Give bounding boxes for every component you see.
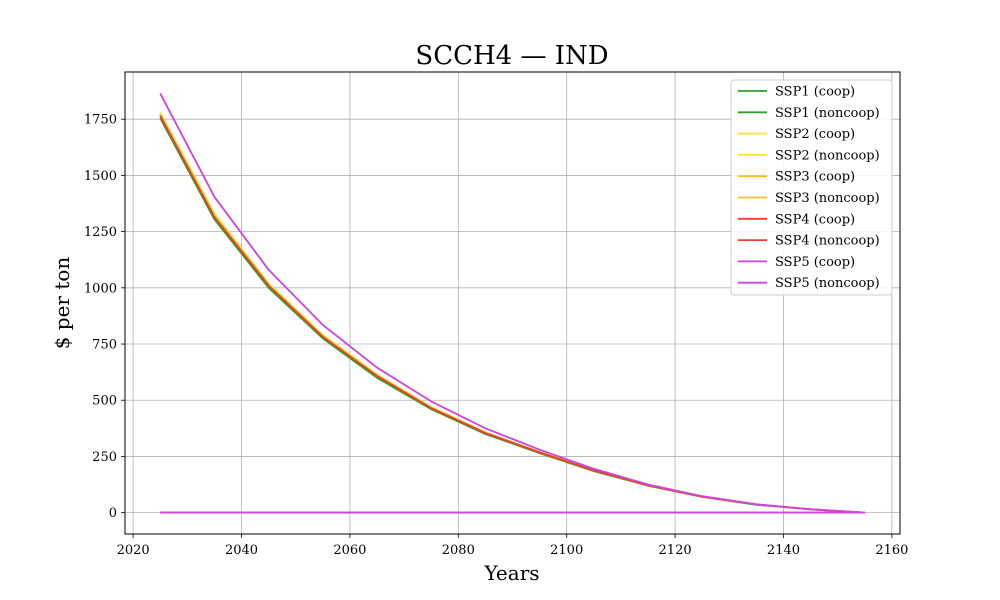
y-axis-label: $ per ton <box>50 257 74 350</box>
legend-label: SSP3 (coop) <box>775 170 855 185</box>
legend-label: SSP4 (coop) <box>775 212 855 227</box>
x-tick-label: 2100 <box>550 543 583 558</box>
y-tick-label: 500 <box>92 394 117 409</box>
x-axis-label: Years <box>483 561 539 585</box>
legend-label: SSP1 (coop) <box>775 85 855 100</box>
legend-label: SSP5 (coop) <box>775 255 855 270</box>
x-tick-label: 2120 <box>659 543 692 558</box>
legend-label: SSP2 (noncoop) <box>775 148 880 163</box>
legend: SSP1 (coop) SSP1 (noncoop) SSP2 (coop) SSP2… <box>730 79 893 296</box>
legend-box <box>730 79 893 296</box>
plot-frame <box>124 71 901 535</box>
y-tick-label: 1750 <box>84 113 117 128</box>
legend-label: SSP2 (coop) <box>775 127 855 142</box>
y-tick-label: 1000 <box>84 281 117 296</box>
x-tick-label: 2080 <box>442 543 475 558</box>
y-tick-label: 1250 <box>84 225 117 240</box>
x-axis: 2020 2040 2060 2080 2100 2120 2140 2160 <box>117 534 908 558</box>
series-layer <box>159 92 865 514</box>
legend-label: SSP3 (noncoop) <box>775 191 880 206</box>
x-tick-label: 2020 <box>117 543 150 558</box>
legend-label: SSP5 (noncoop) <box>775 276 880 291</box>
y-tick-label: 250 <box>92 450 117 465</box>
x-tick-label: 2040 <box>225 543 258 558</box>
series-line-ssp5-coop <box>159 92 865 514</box>
y-tick-label: 0 <box>109 506 117 521</box>
x-tick-label: 2140 <box>767 543 800 558</box>
x-tick-label: 2060 <box>333 543 366 558</box>
legend-label: SSP4 (noncoop) <box>775 234 880 249</box>
y-tick-label: 1500 <box>84 169 117 184</box>
y-tick-label: 750 <box>92 338 117 353</box>
y-axis: 0 250 500 750 1000 1250 1500 1750 <box>84 113 125 521</box>
chart-title: SCCH4 — IND <box>415 41 608 71</box>
x-tick-label: 2160 <box>875 543 908 558</box>
legend-label: SSP1 (noncoop) <box>775 106 880 121</box>
